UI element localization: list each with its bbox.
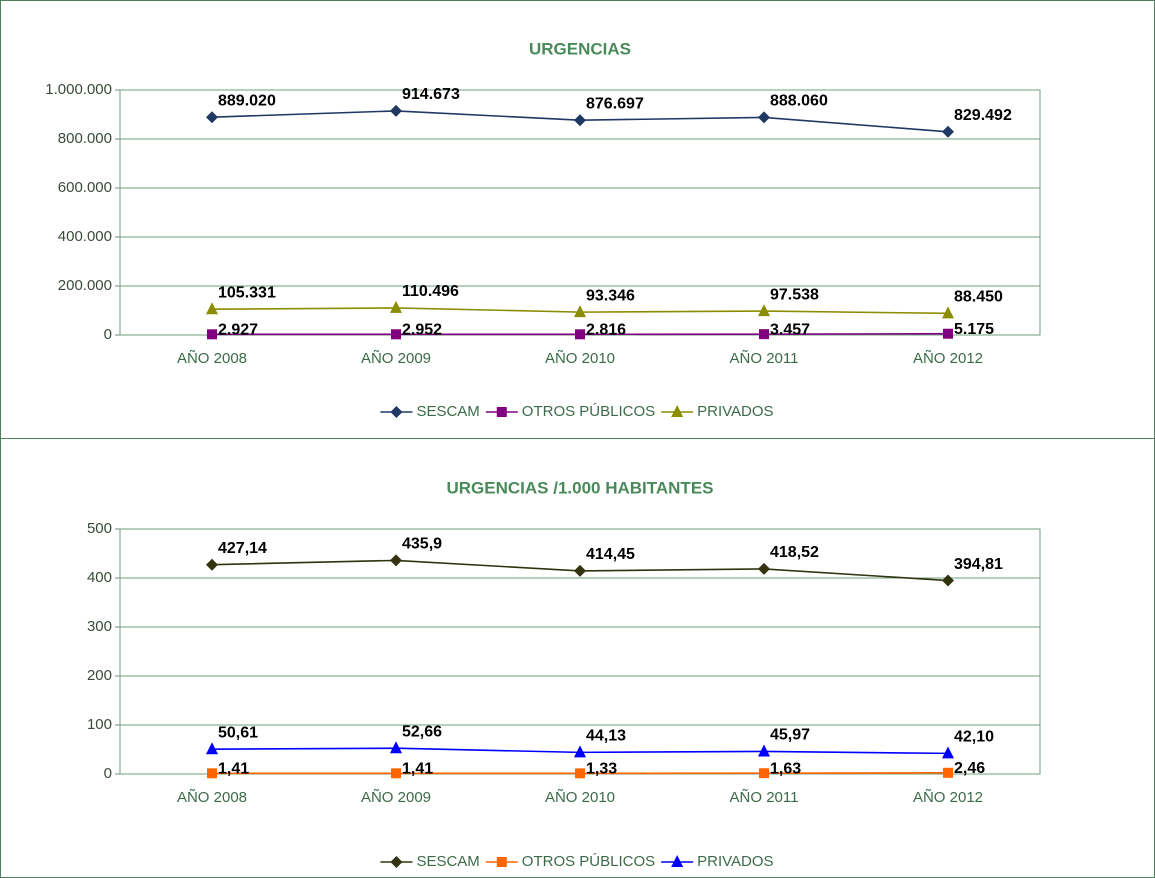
chart-title: URGENCIAS	[529, 39, 631, 58]
data-label: 42,10	[954, 729, 994, 746]
data-label: 44,13	[586, 728, 626, 745]
marker	[207, 329, 217, 340]
marker	[390, 300, 402, 313]
y-tick-label: 200	[87, 667, 112, 684]
y-tick-label: 400.000	[58, 228, 112, 245]
x-tick-label: AÑO 2010	[545, 350, 615, 367]
x-tick-label: AÑO 2008	[177, 789, 247, 806]
chart-frame	[0, 0, 1155, 439]
chart-frame	[0, 438, 1155, 878]
legend-label: PRIVADOS	[697, 853, 773, 870]
data-label: 52,66	[402, 723, 442, 740]
data-label: 1,41	[218, 761, 249, 778]
marker	[758, 744, 770, 757]
data-label: 50,61	[218, 724, 258, 741]
data-label: 394,81	[954, 556, 1003, 573]
marker	[391, 768, 401, 779]
data-label: 97.538	[770, 286, 819, 303]
x-tick-label: AÑO 2009	[361, 350, 431, 367]
y-tick-label: 0	[104, 326, 112, 343]
data-label: 88.450	[954, 289, 1003, 306]
marker	[390, 406, 403, 418]
data-label: 2,46	[954, 760, 985, 777]
data-label: 1,41	[402, 761, 433, 778]
data-label: 105.331	[218, 284, 276, 301]
marker	[207, 768, 217, 779]
marker	[390, 104, 402, 117]
data-label: 829.492	[954, 107, 1012, 124]
data-label: 5.175	[954, 321, 994, 338]
data-label: 2.927	[218, 322, 258, 339]
data-label: 110.496	[402, 283, 459, 300]
y-tick-label: 400	[87, 569, 112, 586]
legend-label: OTROS PÚBLICOS	[522, 403, 655, 420]
data-label: 1,63	[770, 760, 801, 777]
marker	[942, 306, 954, 319]
marker	[496, 407, 507, 417]
marker	[942, 125, 954, 138]
y-tick-label: 200.000	[58, 277, 112, 294]
data-label: 93.346	[586, 287, 635, 304]
marker	[942, 574, 954, 587]
legend-label: SESCAM	[416, 403, 479, 420]
marker	[575, 768, 585, 779]
legend-label: SESCAM	[416, 853, 479, 870]
x-tick-label: AÑO 2012	[913, 350, 983, 367]
marker	[759, 768, 769, 779]
marker	[390, 856, 403, 868]
marker	[671, 405, 684, 417]
marker	[206, 558, 218, 571]
marker	[758, 304, 770, 317]
data-label: 1,33	[586, 761, 617, 778]
marker	[574, 564, 586, 577]
y-tick-label: 500	[87, 520, 112, 537]
marker	[575, 329, 585, 340]
y-tick-label: 600.000	[58, 179, 112, 196]
y-tick-label: 800.000	[58, 130, 112, 147]
marker	[574, 114, 586, 127]
data-label: 418,52	[770, 544, 819, 561]
marker	[943, 328, 953, 339]
marker	[391, 329, 401, 340]
marker	[759, 329, 769, 340]
data-label: 427,14	[218, 540, 267, 557]
legend-label: OTROS PÚBLICOS	[522, 853, 655, 870]
x-tick-label: AÑO 2011	[730, 350, 799, 367]
marker	[942, 746, 954, 759]
x-tick-label: AÑO 2008	[177, 350, 247, 367]
data-label: 3.457	[770, 321, 810, 338]
marker	[206, 302, 218, 315]
data-label: 2.952	[402, 321, 442, 338]
data-label: 888.060	[770, 93, 828, 110]
marker	[390, 741, 402, 754]
marker	[206, 742, 218, 755]
marker	[671, 855, 684, 867]
y-tick-label: 1.000.000	[45, 81, 112, 98]
data-label: 45,97	[770, 727, 810, 744]
legend-label: PRIVADOS	[697, 403, 773, 420]
data-label: 435,9	[402, 536, 442, 553]
marker	[574, 305, 586, 318]
chart-title: URGENCIAS /1.000 HABITANTES	[446, 478, 713, 497]
x-tick-label: AÑO 2010	[545, 789, 615, 806]
data-label: 889.020	[218, 92, 276, 109]
y-tick-label: 0	[104, 765, 112, 782]
marker	[390, 554, 402, 567]
y-tick-label: 300	[87, 618, 112, 635]
y-tick-label: 100	[87, 716, 112, 733]
marker	[206, 111, 218, 124]
data-label: 2.816	[586, 322, 626, 339]
data-label: 914.673	[402, 86, 460, 103]
marker	[758, 562, 770, 575]
x-tick-label: AÑO 2009	[361, 789, 431, 806]
x-tick-label: AÑO 2011	[730, 789, 799, 806]
data-label: 876.697	[586, 95, 644, 112]
marker	[758, 111, 770, 124]
marker	[496, 857, 507, 867]
marker	[574, 745, 586, 758]
x-tick-label: AÑO 2012	[913, 789, 983, 806]
marker	[943, 767, 953, 778]
data-label: 414,45	[586, 546, 635, 563]
